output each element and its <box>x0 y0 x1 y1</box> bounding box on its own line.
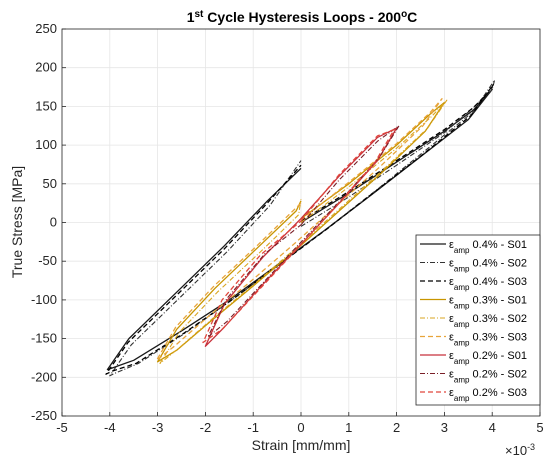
x-axis-ticks: -5 -4 -3 -2 -1 0 1 2 3 4 5 <box>56 412 544 435</box>
y-axis-ticks: -250 -200 -150 -100 -50 0 50 100 150 200 250 <box>31 21 66 423</box>
x-axis-label: Strain [mm/mm] <box>252 437 351 453</box>
series-lines <box>105 79 496 377</box>
y-axis-label: True Stress [MPa] <box>9 166 25 278</box>
legend-label-0: εamp 0.4% - S01 <box>449 239 527 255</box>
x-tick-label: -3 <box>152 420 164 435</box>
y-tick-label: 150 <box>35 98 57 113</box>
series-line-5 <box>155 98 443 361</box>
legend-label-5: εamp 0.3% - S03 <box>449 332 527 348</box>
x-tick-label: -1 <box>247 420 259 435</box>
legend-label-7: εamp 0.2% - S02 <box>449 369 527 385</box>
x-tick-label: 5 <box>536 420 543 435</box>
y-tick-label: 100 <box>35 137 57 152</box>
x-tick-label: 0 <box>297 420 304 435</box>
x-tick-label: -5 <box>56 420 68 435</box>
y-tick-label: -200 <box>31 369 57 384</box>
x-tick-label: -4 <box>104 420 116 435</box>
x-exponent-label: ×10-3 <box>505 442 535 458</box>
series-line-4 <box>159 99 448 364</box>
y-tick-label: -100 <box>31 292 57 307</box>
x-tick-label: 4 <box>489 420 496 435</box>
y-tick-label: -250 <box>31 408 57 423</box>
legend-label-4: εamp 0.3% - S02 <box>449 313 527 329</box>
y-tick-label: -150 <box>31 331 57 346</box>
legend-label-6: εamp 0.2% - S01 <box>449 350 527 366</box>
y-tick-label: 0 <box>50 215 57 230</box>
legend-label-8: εamp 0.2% - S03 <box>449 387 527 403</box>
legend-label-1: εamp 0.4% - S02 <box>449 258 527 274</box>
y-tick-label: 200 <box>35 60 57 75</box>
legend-label-3: εamp 0.3% - S01 <box>449 295 527 311</box>
y-tick-label: 50 <box>43 176 57 191</box>
y-tick-label: -50 <box>38 253 57 268</box>
series-line-7 <box>207 125 400 338</box>
x-tick-label: 3 <box>441 420 448 435</box>
x-tick-label: -2 <box>200 420 212 435</box>
legend-entries: εamp 0.4% - S01 εamp 0.4% - S02 εamp 0.4% … <box>420 239 527 403</box>
series-line-2 <box>105 84 494 375</box>
series-line-8 <box>202 128 395 344</box>
series-line-3 <box>156 101 446 363</box>
legend-box <box>415 234 541 406</box>
x-tick-label: 1 <box>345 420 352 435</box>
legend: εamp 0.4% - S01 εamp 0.4% - S02 εamp 0.4% … <box>415 234 541 406</box>
x-tick-label: 2 <box>393 420 400 435</box>
legend-label-2: εamp 0.4% - S03 <box>449 276 527 292</box>
chart-title: 1st Cycle Hysteresis Loops - 200oC <box>187 9 418 26</box>
y-tick-label: 250 <box>35 21 57 36</box>
